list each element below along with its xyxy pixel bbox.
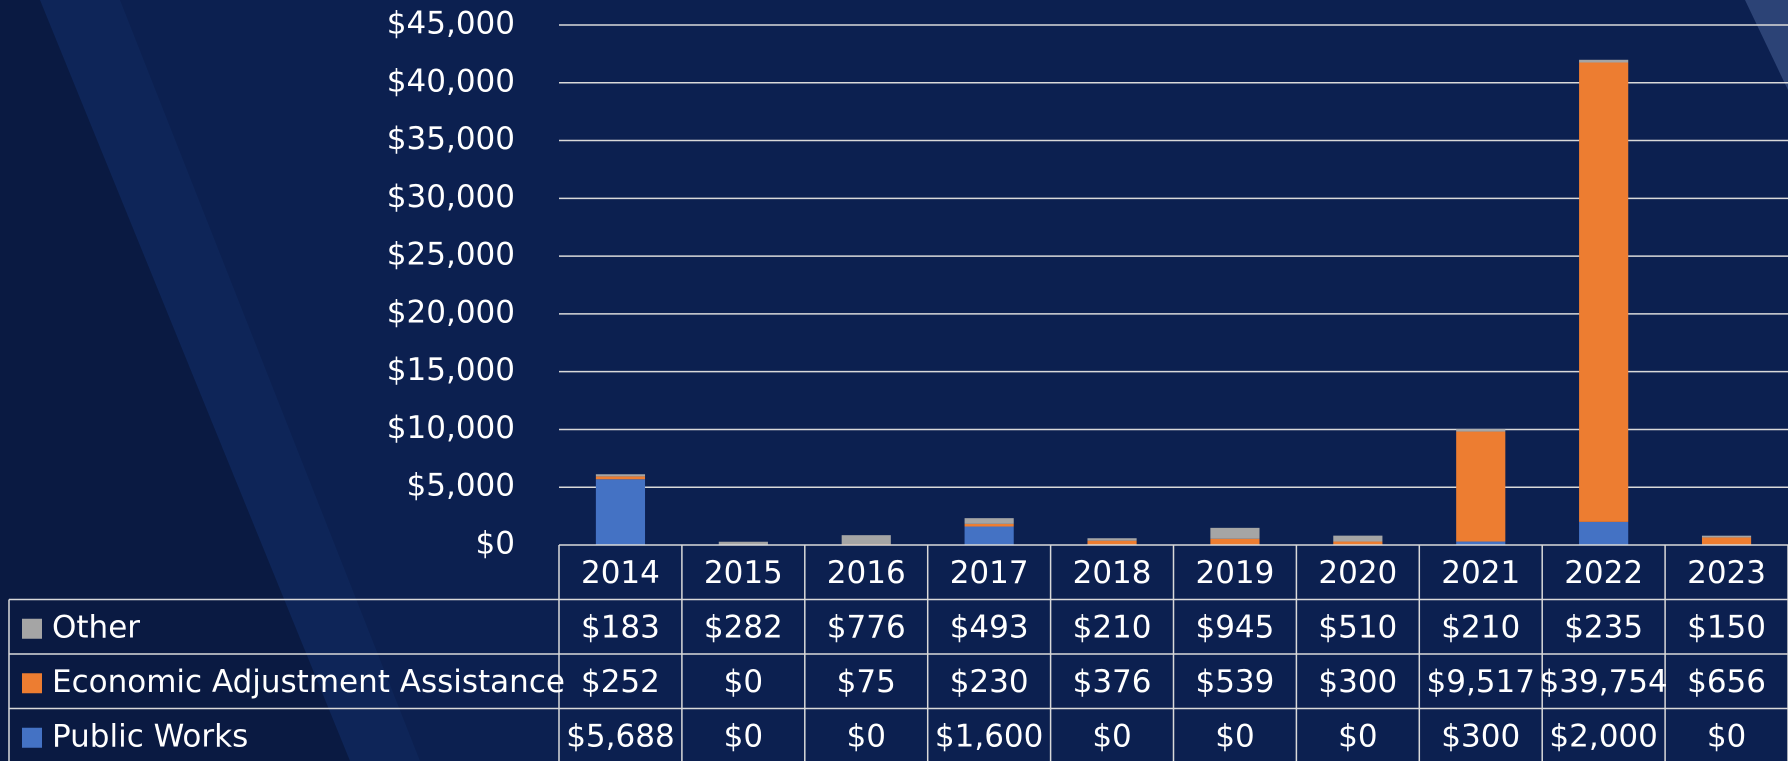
x-tick-label: 2014 bbox=[581, 555, 660, 591]
bar-segment bbox=[595, 479, 646, 545]
table-value: $235 bbox=[1564, 609, 1643, 645]
bar-segment bbox=[964, 518, 1014, 524]
table-value: $1,600 bbox=[935, 718, 1043, 754]
x-tick-label: 2023 bbox=[1687, 555, 1766, 591]
legend-swatch bbox=[22, 727, 42, 748]
table-value: $539 bbox=[1195, 664, 1274, 700]
table-value: $0 bbox=[847, 718, 886, 754]
y-tick-label: $10,000 bbox=[387, 410, 515, 446]
bar-segment bbox=[1456, 429, 1506, 432]
table-value: $230 bbox=[950, 664, 1029, 700]
y-tick-label: $0 bbox=[476, 526, 515, 562]
table-value: $300 bbox=[1441, 718, 1520, 754]
y-tick-label: $5,000 bbox=[407, 468, 515, 504]
bar-segment bbox=[1456, 431, 1506, 542]
bar-segment bbox=[1087, 540, 1137, 545]
table-value: $210 bbox=[1441, 609, 1520, 645]
table-value: $282 bbox=[704, 609, 783, 645]
legend-label: Other bbox=[52, 609, 140, 645]
bar-segment bbox=[964, 523, 1014, 527]
table-value: $0 bbox=[1092, 718, 1131, 754]
table-value: $300 bbox=[1318, 664, 1397, 700]
bar-segment bbox=[1333, 541, 1383, 545]
table-value: $776 bbox=[827, 609, 906, 645]
background-shape bbox=[0, 0, 350, 761]
y-tick-label: $25,000 bbox=[387, 237, 515, 273]
table-value: $183 bbox=[581, 609, 660, 645]
x-tick-label: 2015 bbox=[704, 555, 783, 591]
bar-segment bbox=[841, 535, 891, 545]
bar-segment bbox=[595, 474, 646, 477]
table-value: $75 bbox=[837, 664, 896, 700]
x-tick-label: 2019 bbox=[1195, 555, 1274, 591]
table-value: $656 bbox=[1687, 664, 1766, 700]
y-tick-label: $35,000 bbox=[387, 121, 515, 157]
legend-swatch bbox=[22, 618, 42, 639]
bar-segment bbox=[1579, 62, 1629, 522]
table-value: $0 bbox=[1338, 718, 1377, 754]
bar-segment bbox=[1333, 535, 1383, 542]
legend-label: Economic Adjustment Assistance bbox=[52, 664, 565, 700]
table-value: $0 bbox=[724, 718, 763, 754]
x-tick-label: 2021 bbox=[1441, 555, 1520, 591]
background-shape bbox=[1745, 0, 1788, 90]
table-value: $5,688 bbox=[566, 718, 674, 754]
table-value: $0 bbox=[724, 664, 763, 700]
table-value: $0 bbox=[1215, 718, 1254, 754]
bar-segment bbox=[1701, 535, 1752, 538]
legend-swatch bbox=[22, 673, 42, 694]
table-value: $945 bbox=[1195, 609, 1274, 645]
x-tick-label: 2017 bbox=[950, 555, 1029, 591]
background-shape bbox=[40, 0, 420, 761]
table-value: $376 bbox=[1073, 664, 1152, 700]
table-value: $39,754 bbox=[1540, 664, 1668, 700]
bar-segment bbox=[1456, 541, 1506, 545]
y-tick-label: $30,000 bbox=[387, 179, 515, 215]
x-tick-label: 2022 bbox=[1564, 555, 1643, 591]
bar-segment bbox=[1579, 59, 1629, 63]
table-value: $493 bbox=[950, 609, 1029, 645]
table-value: $9,517 bbox=[1427, 664, 1535, 700]
table-value: $510 bbox=[1318, 609, 1397, 645]
bar-segment bbox=[1579, 521, 1629, 545]
bar-segment bbox=[1087, 538, 1137, 541]
bar-segment bbox=[1701, 537, 1752, 545]
y-tick-label: $45,000 bbox=[387, 6, 515, 42]
y-tick-label: $15,000 bbox=[387, 352, 515, 388]
bar-segment bbox=[595, 476, 646, 480]
bar-segment bbox=[718, 541, 768, 545]
y-tick-label: $20,000 bbox=[387, 294, 515, 330]
x-tick-label: 2016 bbox=[827, 555, 906, 591]
legend-label: Public Works bbox=[52, 718, 248, 754]
bar-segment bbox=[1210, 527, 1260, 539]
bar-segment bbox=[964, 526, 1014, 545]
table-value: $252 bbox=[581, 664, 660, 700]
table-value: $150 bbox=[1687, 609, 1766, 645]
bar-segment bbox=[1210, 538, 1260, 545]
table-value: $2,000 bbox=[1549, 718, 1657, 754]
table-value: $0 bbox=[1707, 718, 1746, 754]
table-value: $210 bbox=[1073, 609, 1152, 645]
y-tick-label: $40,000 bbox=[387, 63, 515, 99]
x-tick-label: 2018 bbox=[1073, 555, 1152, 591]
x-tick-label: 2020 bbox=[1318, 555, 1397, 591]
